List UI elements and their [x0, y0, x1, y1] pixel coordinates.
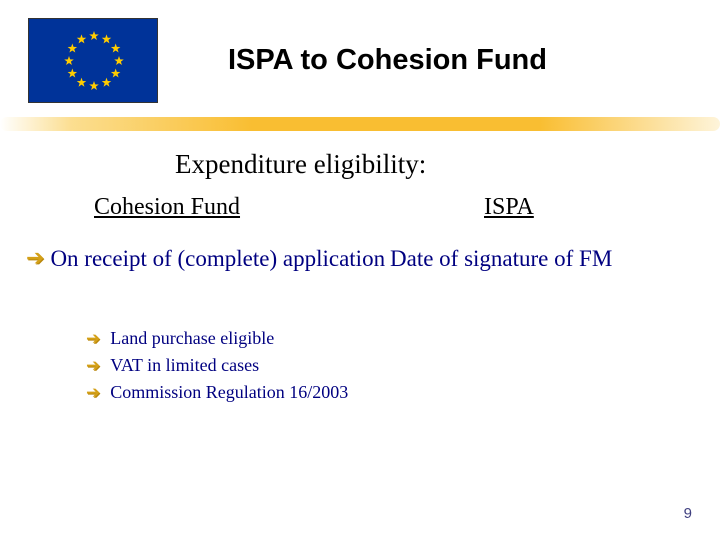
- sub-bullet-text: VAT in limited cases: [110, 355, 259, 376]
- arrow-icon: ➔: [26, 245, 44, 271]
- right-column-header: ISPA: [484, 194, 720, 221]
- list-item: ➔ Commission Regulation 16/2003: [86, 382, 720, 403]
- sub-bullet-text: Land purchase eligible: [110, 328, 274, 349]
- slide-title: ISPA to Cohesion Fund: [228, 44, 547, 77]
- page-number: 9: [684, 505, 692, 522]
- left-bullet-row: ➔ On receipt of (complete) application: [26, 243, 390, 274]
- eu-flag-icon: [28, 18, 158, 103]
- sub-bullet-list: ➔ Land purchase eligible ➔ VAT in limite…: [86, 328, 720, 403]
- list-item: ➔ Land purchase eligible: [86, 328, 720, 349]
- comparison-columns: Cohesion Fund ➔ On receipt of (complete)…: [0, 194, 720, 280]
- slide-subtitle: Expenditure eligibility:: [175, 149, 720, 180]
- right-bullet-text: Date of signature of FM: [390, 243, 720, 274]
- slide-header: ISPA to Cohesion Fund: [0, 0, 720, 103]
- arrow-icon: ➔: [86, 383, 100, 403]
- column-right: ISPA Date of signature of FM: [390, 194, 720, 280]
- list-item: ➔ VAT in limited cases: [86, 355, 720, 376]
- column-left: Cohesion Fund ➔ On receipt of (complete)…: [0, 194, 390, 280]
- left-column-header: Cohesion Fund: [94, 194, 390, 221]
- arrow-icon: ➔: [86, 329, 100, 349]
- sub-bullet-text: Commission Regulation 16/2003: [110, 382, 348, 403]
- divider-bar: [0, 117, 720, 131]
- left-bullet-text: On receipt of (complete) application: [50, 243, 385, 274]
- arrow-icon: ➔: [86, 356, 100, 376]
